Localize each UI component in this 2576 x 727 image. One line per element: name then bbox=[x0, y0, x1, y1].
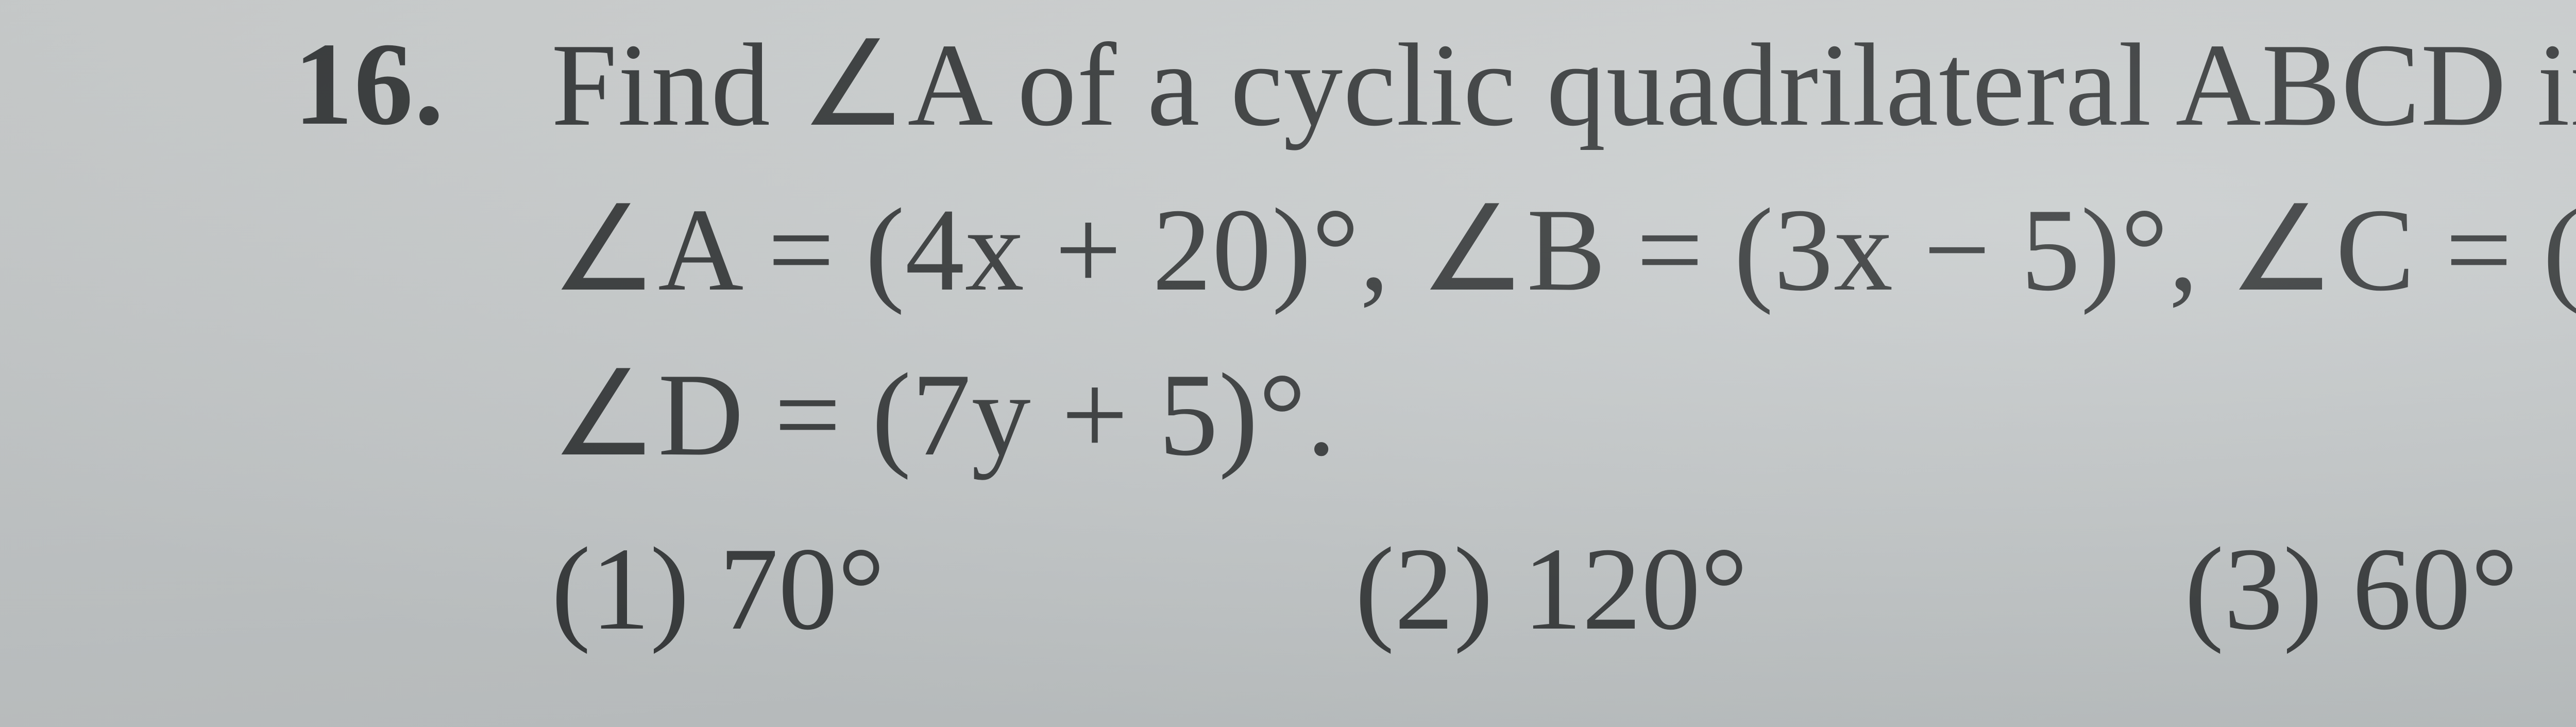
question-line-2: ∠A = (4x + 20)°, ∠B = (3x − 5)°, ∠C = (4… bbox=[551, 180, 2576, 318]
page: 16. Find ∠A of a cyclic quadrilateral AB… bbox=[0, 0, 2576, 727]
question-line-1: Find ∠A of a cyclic quadrilateral ABCD i… bbox=[551, 15, 2576, 153]
options-row: (1) 70° (2) 120° (3) 60° (4) 110° bbox=[551, 520, 2576, 657]
option-1: (1) 70° bbox=[551, 520, 1355, 657]
question-line-3: ∠D = (7y + 5)°. bbox=[551, 345, 1336, 483]
option-2: (2) 120° bbox=[1355, 520, 2184, 657]
question-number: 16. bbox=[294, 15, 445, 152]
option-3: (3) 60° bbox=[2184, 520, 2576, 657]
